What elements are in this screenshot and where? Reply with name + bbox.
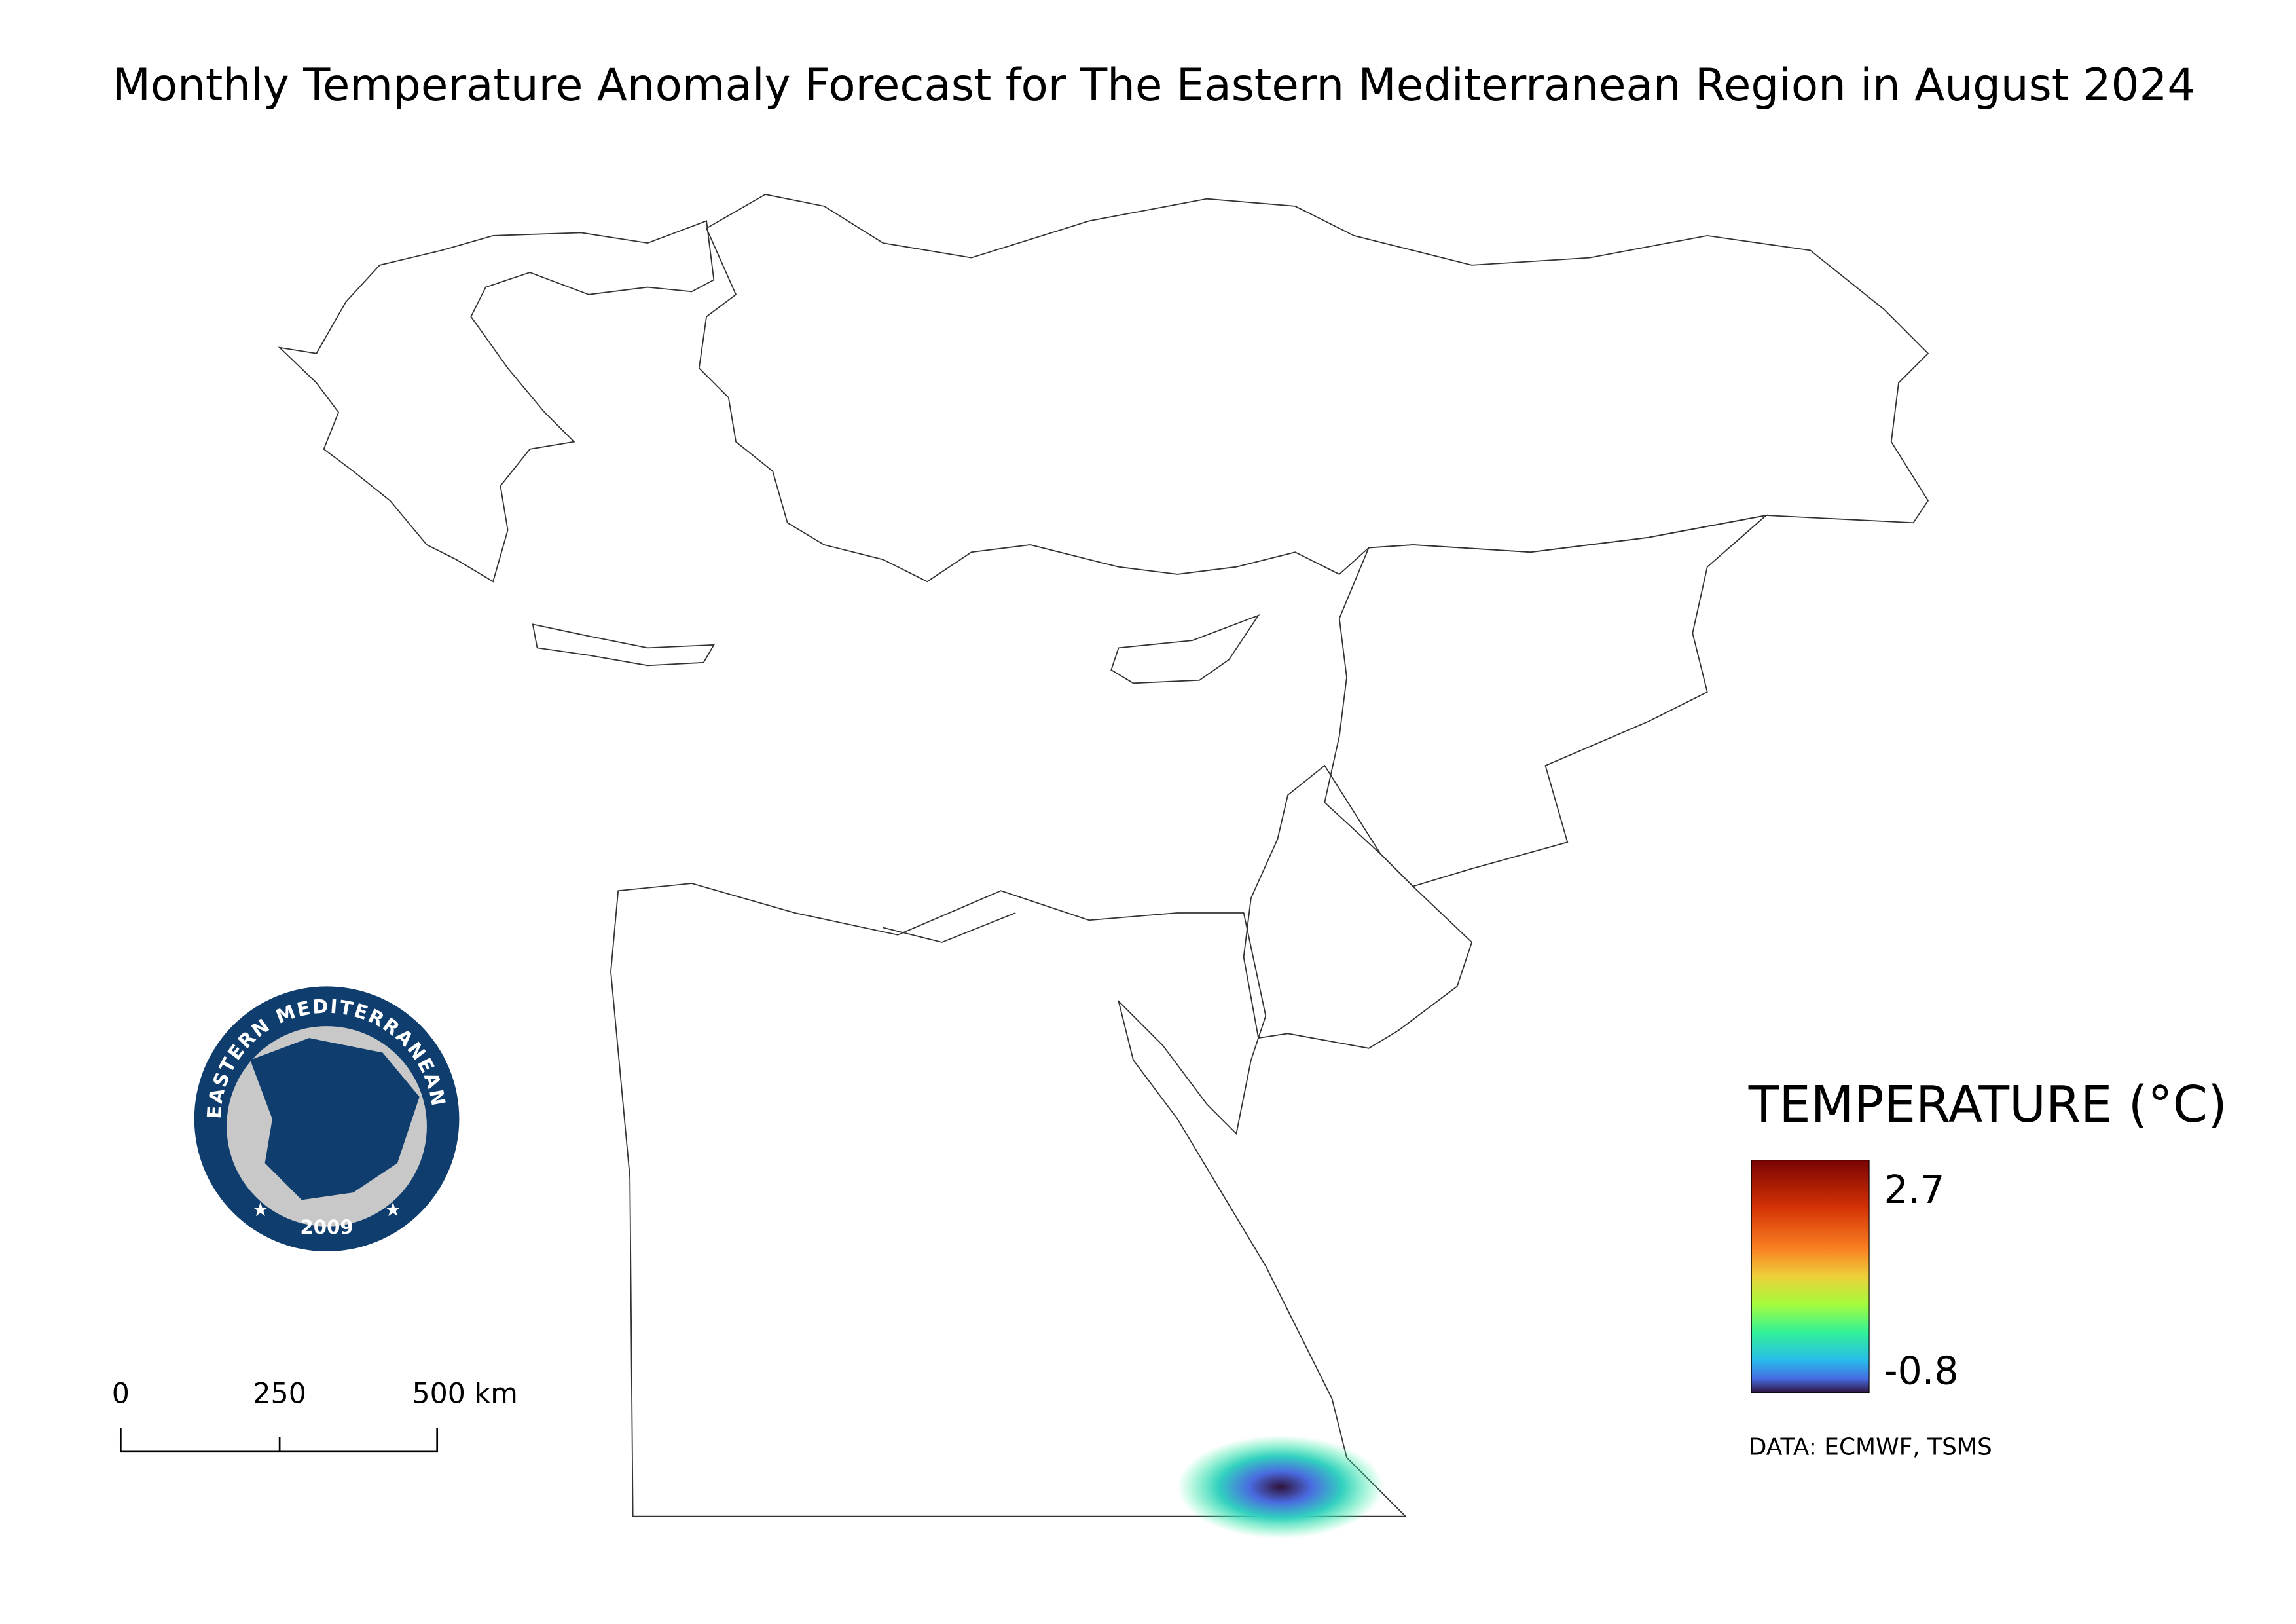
logo-star: ★: [384, 1198, 401, 1221]
legend-max: 2.7: [1884, 1168, 1945, 1212]
data-credit: DATA: ECMWF, TSMS: [1749, 1433, 1992, 1460]
region-jordan-israel: [1243, 764, 1473, 1049]
scale-label: 250: [253, 1378, 306, 1411]
region-syria-iraq: [1324, 514, 1768, 887]
legend-min: -0.8: [1884, 1348, 1959, 1393]
region-egypt: [610, 883, 1408, 1517]
scale-bar: 0 250 500 km: [112, 1378, 518, 1453]
region-turkey: [698, 193, 1929, 583]
color-ramp: [1751, 1160, 1870, 1393]
region-greece: [278, 220, 715, 583]
logo-ring-textpath: EASTERN MEDITERRANEAN CLIMATE CENTRE: [0, 0, 449, 1119]
scale-label: 500 km: [412, 1378, 517, 1411]
region-crete: [532, 623, 715, 667]
region-cyprus: [1110, 614, 1260, 684]
logo-year: 2009: [300, 1216, 353, 1238]
legend: TEMPERATURE (°C) 2.7 -0.8 DATA: ECMWF, T…: [1748, 1076, 2227, 1460]
logo-ring-text: EASTERN MEDITERRANEAN CLIMATE CENTRE: [0, 0, 450, 1119]
scale-label: 0: [112, 1378, 130, 1411]
map-title: Monthly Temperature Anomaly Forecast for…: [113, 59, 2196, 111]
legend-title: TEMPERATURE (°C): [1748, 1076, 2227, 1134]
cold-spot: [1177, 1435, 1384, 1539]
logo: EASTERN MEDITERRANEAN CLIMATE CENTRE 200…: [0, 0, 460, 1252]
map: [278, 193, 1929, 1539]
scale-bar-line: [119, 1428, 439, 1453]
coast-detail: [883, 912, 1016, 943]
logo-star: ★: [252, 1198, 269, 1221]
